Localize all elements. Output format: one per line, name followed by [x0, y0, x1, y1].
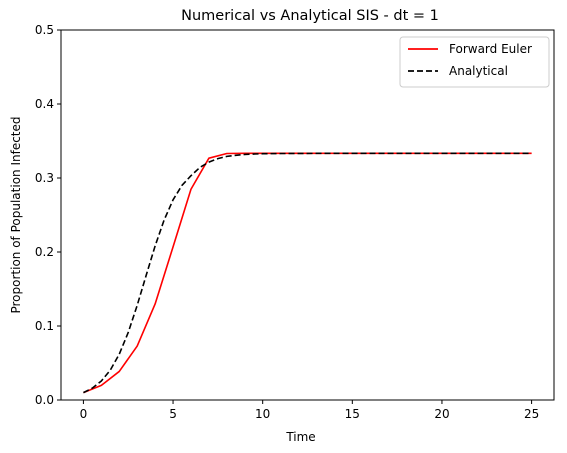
x-tick-label: 0 [80, 407, 88, 421]
x-tick-label: 25 [524, 407, 539, 421]
x-tick-label: 15 [345, 407, 360, 421]
legend-label-analytical: Analytical [449, 64, 508, 78]
x-tick-label: 5 [169, 407, 177, 421]
x-axis-label: Time [285, 430, 315, 444]
y-tick-label: 0.4 [35, 97, 54, 111]
y-tick-label: 0.5 [35, 23, 54, 37]
y-tick-label: 0.0 [35, 393, 54, 407]
y-tick-label: 0.1 [35, 319, 54, 333]
x-tick-label: 10 [255, 407, 270, 421]
legend-label-forward-euler: Forward Euler [449, 42, 532, 56]
y-tick-label: 0.2 [35, 245, 54, 259]
y-tick-label: 0.3 [35, 171, 54, 185]
chart-title: Numerical vs Analytical SIS - dt = 1 [181, 8, 439, 24]
y-axis-label: Proportion of Population Infected [9, 116, 23, 313]
x-tick-label: 20 [434, 407, 449, 421]
legend: Forward Euler Analytical [400, 37, 549, 87]
